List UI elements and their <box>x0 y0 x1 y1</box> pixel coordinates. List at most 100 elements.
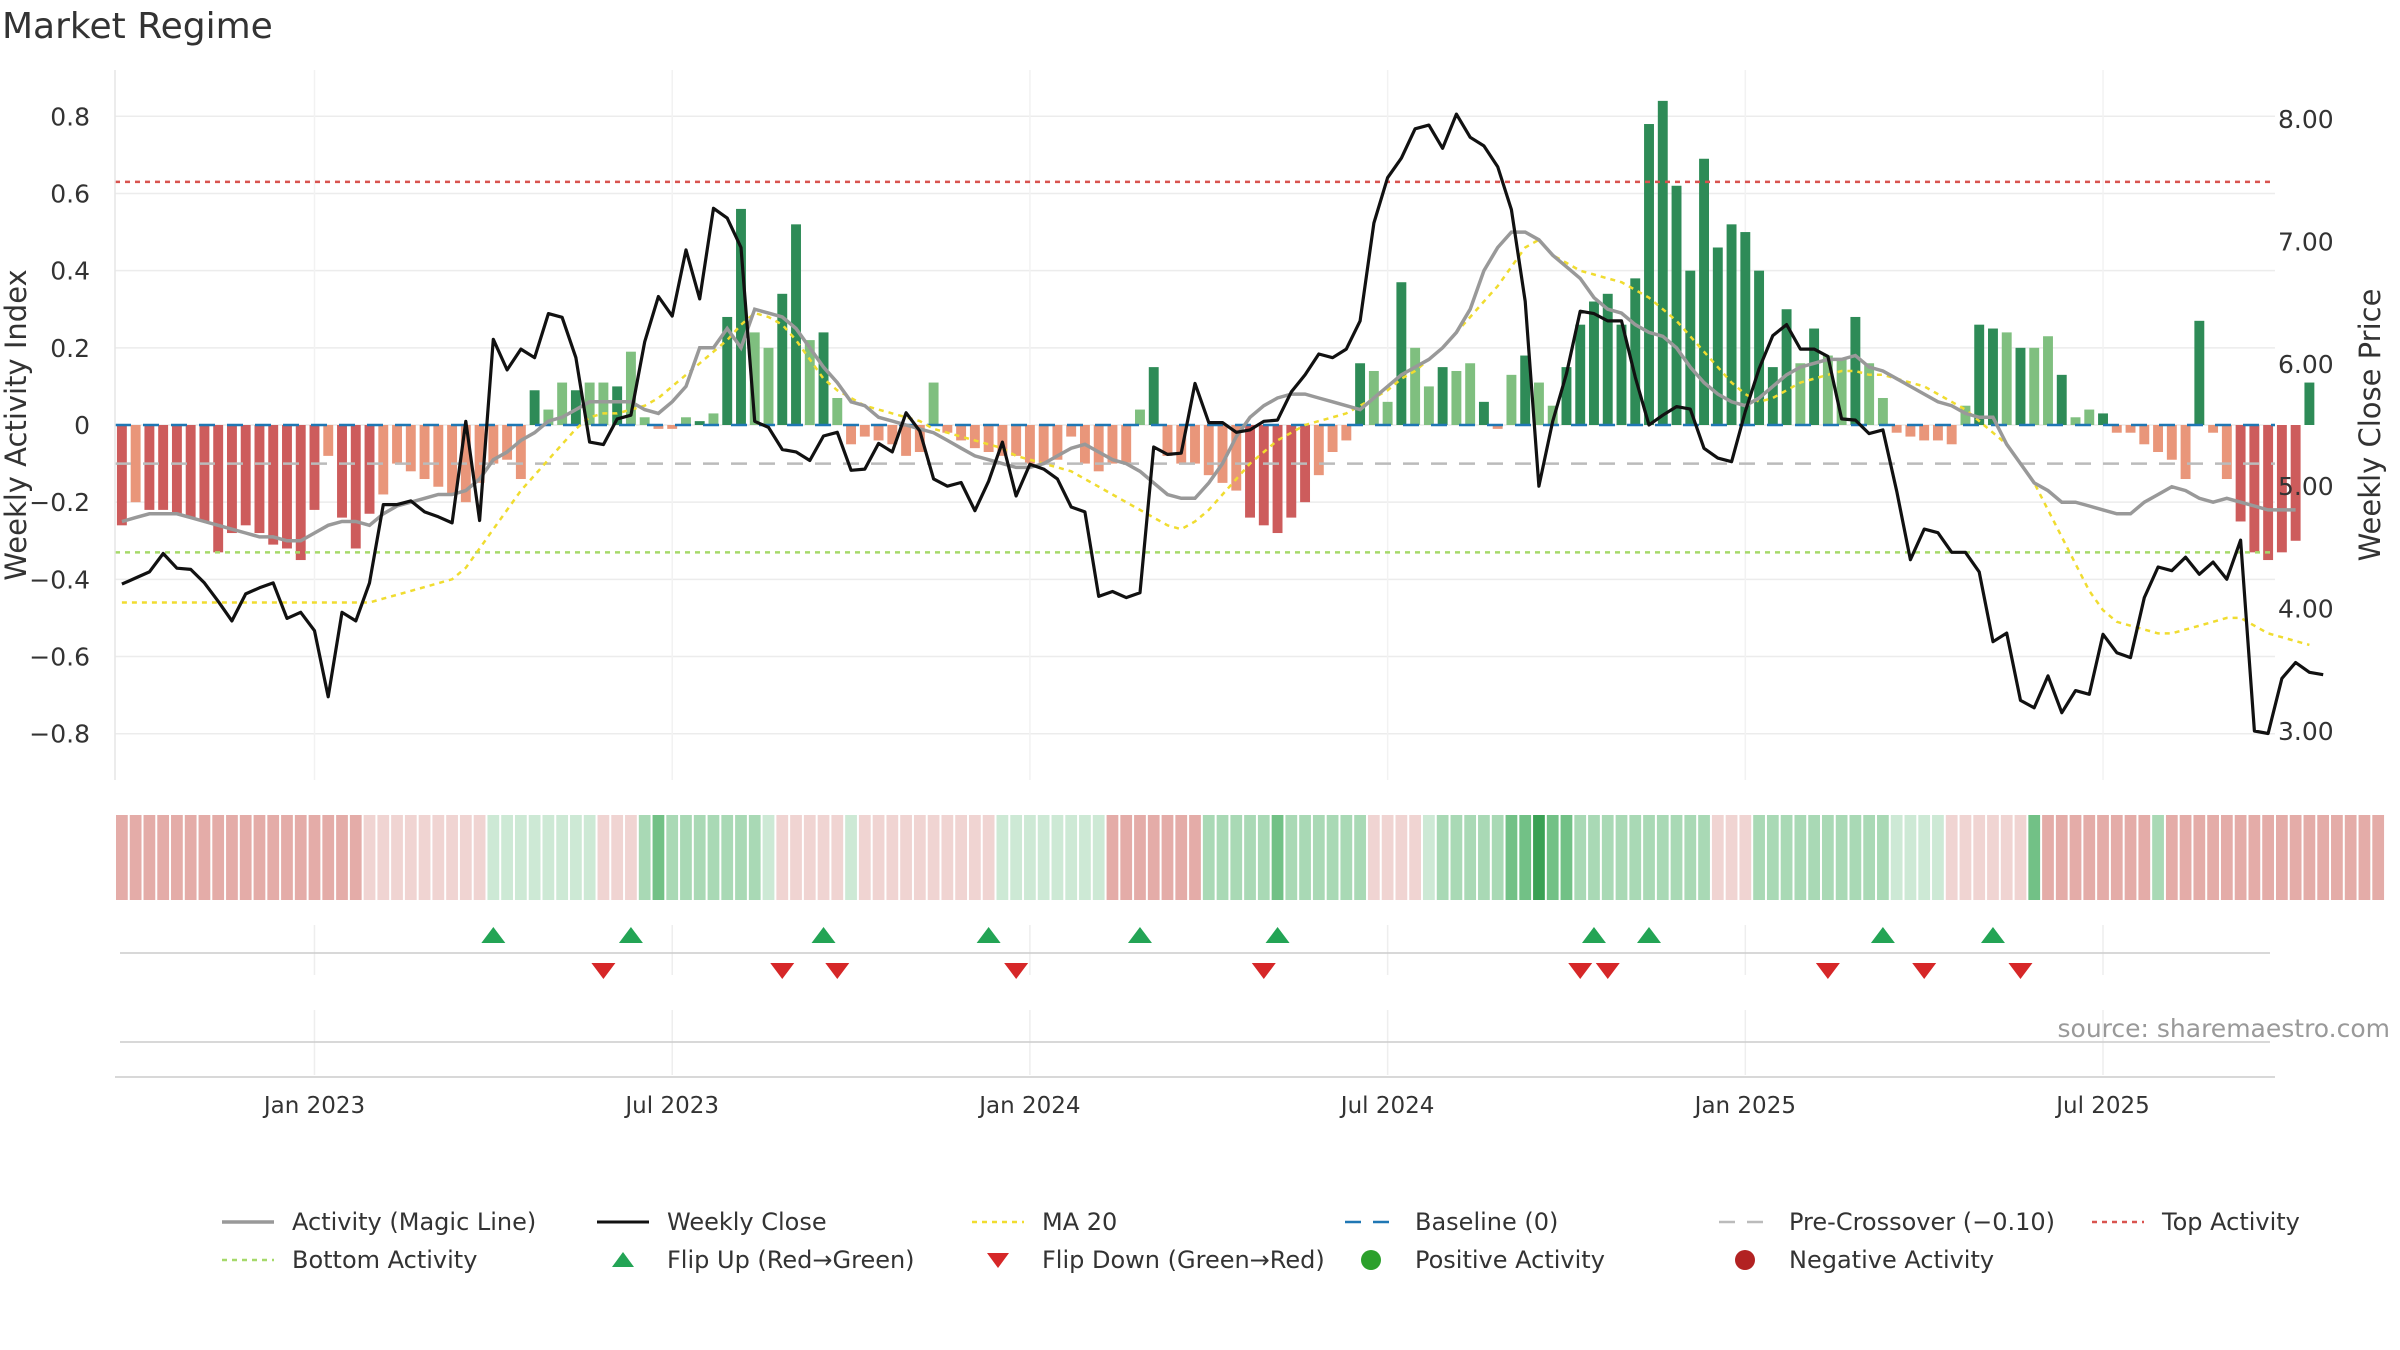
legend-label: MA 20 <box>1042 1208 1118 1236</box>
regime-cell <box>1147 815 1160 900</box>
regime-cell <box>198 815 211 900</box>
activity-bar <box>2263 425 2274 561</box>
flip-down-marker <box>1251 963 1276 979</box>
activity-bar <box>2249 425 2260 553</box>
regime-cell <box>1257 815 1270 900</box>
activity-bar <box>1465 363 1476 425</box>
regime-cell <box>336 815 348 900</box>
regime-cell <box>1753 815 1765 900</box>
activity-bar <box>2125 425 2136 433</box>
regime-cell <box>666 815 679 900</box>
activity-bar <box>1148 367 1159 425</box>
activity-bar <box>378 425 389 495</box>
activity-bar <box>1162 425 1173 456</box>
activity-bar <box>1905 425 1916 437</box>
regime-cell <box>239 815 252 900</box>
regime-cell <box>1120 815 1133 900</box>
activity-bar <box>1190 425 1200 464</box>
activity-bar <box>529 390 540 425</box>
activity-bar <box>1121 425 1132 464</box>
flip-up-marker <box>1581 927 1606 943</box>
regime-cell <box>556 815 569 900</box>
activity-bar <box>1864 363 1875 425</box>
activity-bar <box>557 382 568 425</box>
regime-cell <box>2234 815 2247 900</box>
regime-cell <box>2344 815 2357 900</box>
y-left-tick-label: 0 <box>74 411 90 440</box>
x-tick-label: Jul 2024 <box>1339 1093 1435 1119</box>
regime-cell <box>1285 815 1298 900</box>
legend-item-flipdown: Flip Down (Green→Red) <box>970 1246 1325 1274</box>
regime-cell <box>652 815 665 900</box>
regime-cell <box>900 815 912 900</box>
regime-cell <box>1766 815 1779 900</box>
activity-bar <box>433 425 444 487</box>
regime-cell <box>1932 815 1944 900</box>
regime-cell <box>1202 815 1215 900</box>
activity-bar <box>309 425 320 510</box>
regime-cell <box>817 815 830 900</box>
regime-cell <box>1326 815 1339 900</box>
weekly-close-line <box>121 112 2324 736</box>
activity-bar <box>928 382 939 425</box>
activity-bar <box>818 332 829 425</box>
legend-item-ma20: MA 20 <box>970 1208 1117 1236</box>
regime-cell <box>941 815 954 900</box>
regime-cell <box>1698 815 1710 900</box>
activity-bar <box>1024 425 1035 464</box>
regime-cell <box>1079 815 1091 900</box>
y-left-tick-label: −0.6 <box>29 643 90 672</box>
y-right-tick-label: 7.00 <box>2278 227 2334 256</box>
activity-bar <box>1974 324 1985 425</box>
activity-bar <box>873 425 884 441</box>
activity-bar <box>1547 405 1558 425</box>
regime-cell <box>157 815 170 900</box>
regime-cell <box>955 815 967 900</box>
regime-cell <box>432 815 445 900</box>
regime-cell <box>693 815 706 900</box>
chart-title: Market Regime <box>2 6 273 47</box>
regime-cell <box>831 815 844 900</box>
regime-cell <box>1904 815 1917 900</box>
activity-bar <box>185 425 196 518</box>
activity-bar <box>722 316 733 425</box>
activity-bar <box>625 351 636 425</box>
magic-line <box>121 230 2296 543</box>
regime-cell <box>1230 815 1243 900</box>
regime-cell <box>446 815 458 900</box>
activity-bar <box>969 425 980 449</box>
activity-bar <box>1093 425 1104 472</box>
regime-cell <box>2207 815 2219 900</box>
flip-up-marker <box>811 927 836 943</box>
regime-cell <box>762 815 775 900</box>
activity-bar <box>116 425 127 526</box>
regime-cell <box>1354 815 1366 900</box>
regime-cell <box>363 815 376 900</box>
regime-cell <box>1175 815 1188 900</box>
regime-cell <box>2000 815 2013 900</box>
regime-cell <box>776 815 789 900</box>
regime-cell <box>735 815 747 900</box>
regime-cell <box>597 815 610 900</box>
neg-legend-swatch <box>1735 1250 1755 1270</box>
legend-label: Negative Activity <box>1789 1246 1995 1274</box>
regime-cell <box>1312 815 1325 900</box>
series-lines <box>115 112 2324 736</box>
flip-down-marker <box>1595 963 1620 979</box>
activity-bar <box>2070 417 2081 425</box>
activity-bar <box>2166 425 2177 460</box>
activity-bar <box>1767 367 1778 425</box>
x-tick-label: Jul 2025 <box>2054 1093 2150 1119</box>
activity-bar <box>653 425 664 429</box>
y-right-tick-label: 8.00 <box>2278 105 2334 134</box>
regime-cell <box>2317 815 2330 900</box>
regime-cell <box>1519 815 1532 900</box>
regime-cell <box>1588 815 1600 900</box>
activity-bar <box>2098 413 2108 425</box>
activity-bar <box>901 425 912 456</box>
activity-bar <box>2290 425 2301 541</box>
activity-bar <box>1245 425 1255 518</box>
regime-cell <box>1409 815 1422 900</box>
regime-cell <box>1711 815 1724 900</box>
activity-bar <box>1988 328 1998 425</box>
